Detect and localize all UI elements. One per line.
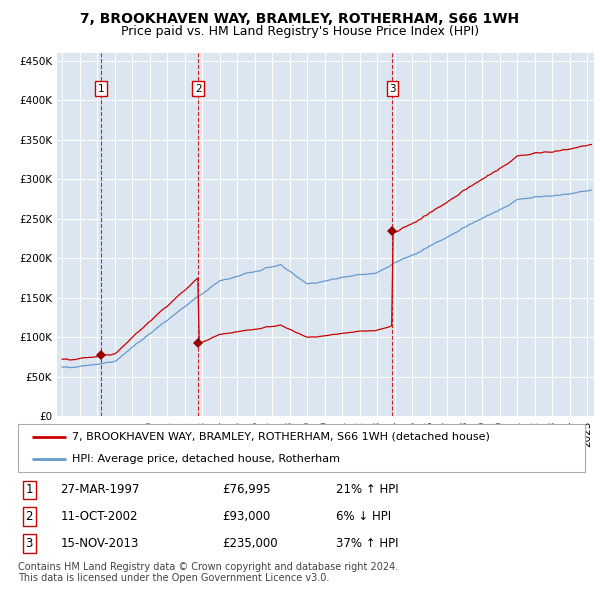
Text: 2: 2: [195, 84, 202, 94]
Text: 37% ↑ HPI: 37% ↑ HPI: [335, 537, 398, 550]
Text: £76,995: £76,995: [222, 483, 271, 496]
Text: Contains HM Land Registry data © Crown copyright and database right 2024.
This d: Contains HM Land Registry data © Crown c…: [18, 562, 398, 584]
Text: 3: 3: [26, 537, 33, 550]
Text: £93,000: £93,000: [222, 510, 271, 523]
Text: 7, BROOKHAVEN WAY, BRAMLEY, ROTHERHAM, S66 1WH (detached house): 7, BROOKHAVEN WAY, BRAMLEY, ROTHERHAM, S…: [72, 432, 490, 442]
Text: 2: 2: [26, 510, 33, 523]
Text: 15-NOV-2013: 15-NOV-2013: [61, 537, 139, 550]
Text: 1: 1: [98, 84, 104, 94]
Text: 21% ↑ HPI: 21% ↑ HPI: [335, 483, 398, 496]
Text: 7, BROOKHAVEN WAY, BRAMLEY, ROTHERHAM, S66 1WH: 7, BROOKHAVEN WAY, BRAMLEY, ROTHERHAM, S…: [80, 12, 520, 26]
Text: 1: 1: [26, 483, 33, 496]
Text: Price paid vs. HM Land Registry's House Price Index (HPI): Price paid vs. HM Land Registry's House …: [121, 25, 479, 38]
Text: £235,000: £235,000: [222, 537, 278, 550]
Text: 27-MAR-1997: 27-MAR-1997: [61, 483, 140, 496]
FancyBboxPatch shape: [18, 424, 585, 472]
Text: 3: 3: [389, 84, 396, 94]
Text: 6% ↓ HPI: 6% ↓ HPI: [335, 510, 391, 523]
Text: 11-OCT-2002: 11-OCT-2002: [61, 510, 138, 523]
Text: HPI: Average price, detached house, Rotherham: HPI: Average price, detached house, Roth…: [72, 454, 340, 464]
